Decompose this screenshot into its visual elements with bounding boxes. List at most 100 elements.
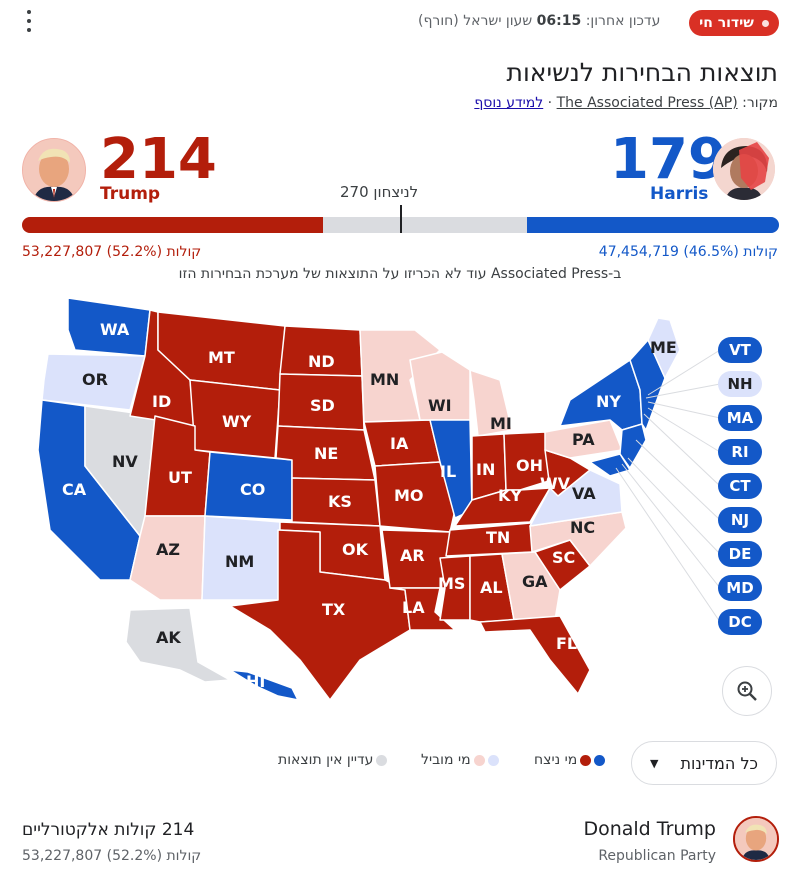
state-label-tx: TX bbox=[322, 600, 346, 619]
bottom-trump-avatar bbox=[733, 816, 779, 862]
state-HI[interactable] bbox=[229, 669, 299, 701]
state-label-nm: NM bbox=[225, 552, 255, 571]
state-pill-de[interactable]: DE bbox=[718, 541, 762, 567]
state-label-id: ID bbox=[152, 392, 172, 411]
state-pill-md[interactable]: MD bbox=[718, 575, 762, 601]
win-threshold-marker bbox=[400, 205, 402, 233]
chevron-down-icon: ▼ bbox=[650, 756, 659, 770]
page-title: תוצאות הבחירות לנשיאות bbox=[506, 58, 778, 87]
state-WA[interactable] bbox=[67, 297, 151, 357]
state-label-ut: UT bbox=[168, 468, 192, 487]
state-label-wi: WI bbox=[428, 396, 452, 415]
state-label-ga: GA bbox=[522, 572, 548, 591]
state-label-az: AZ bbox=[156, 540, 180, 559]
state-pill-nh[interactable]: NH bbox=[718, 371, 762, 397]
state-NJ-block[interactable] bbox=[619, 423, 647, 469]
state-label-fl: FL bbox=[556, 634, 578, 653]
state-AK[interactable] bbox=[125, 607, 231, 683]
state-label-in: IN bbox=[476, 460, 496, 479]
live-label: שידור חי bbox=[699, 15, 754, 31]
states-filter-dropdown[interactable]: ▼ כל המדינות bbox=[631, 741, 777, 785]
state-label-mt: MT bbox=[208, 348, 235, 367]
dropdown-label: כל המדינות bbox=[680, 753, 758, 773]
state-label-ne: NE bbox=[314, 444, 339, 463]
more-options-icon[interactable] bbox=[22, 10, 36, 32]
state-label-sd: SD bbox=[310, 396, 335, 415]
bottom-candidate-party: Republican Party bbox=[598, 848, 716, 864]
state-label-la: LA bbox=[402, 598, 425, 617]
state-label-ar: AR bbox=[400, 546, 425, 565]
state-label-ca: CA bbox=[62, 480, 87, 499]
legend-no-results: עדיין אין תוצאות bbox=[272, 752, 388, 768]
bottom-candidate-name[interactable]: Donald Trump bbox=[583, 818, 716, 840]
state-pill-ct[interactable]: CT bbox=[718, 473, 762, 499]
harris-progress-fill bbox=[527, 217, 779, 233]
state-label-ak: AK bbox=[156, 628, 181, 647]
state-FL[interactable] bbox=[479, 615, 591, 695]
state-label-sc: SC bbox=[552, 548, 576, 567]
state-label-pa: PA bbox=[572, 430, 595, 449]
state-WI[interactable] bbox=[409, 351, 471, 421]
state-TX[interactable] bbox=[229, 529, 411, 701]
harris-electoral-count: 179 bbox=[610, 127, 727, 192]
legend-winner: מי ניצח bbox=[528, 752, 606, 768]
live-badge: שידור חי bbox=[689, 10, 779, 36]
trump-avatar bbox=[22, 138, 86, 202]
state-label-me: ME bbox=[650, 338, 677, 357]
state-pill-dc[interactable]: DC bbox=[718, 609, 762, 635]
state-label-or: OR bbox=[82, 370, 108, 389]
state-MS[interactable] bbox=[439, 555, 471, 621]
state-LA[interactable] bbox=[389, 587, 456, 631]
state-label-ok: OK bbox=[342, 540, 368, 559]
live-dot-icon bbox=[761, 19, 769, 27]
zoom-in-button[interactable] bbox=[722, 666, 772, 716]
state-label-mo: MO bbox=[394, 486, 424, 505]
state-label-wv: WV bbox=[540, 474, 571, 493]
state-pill-ri[interactable]: RI bbox=[718, 439, 762, 465]
trump-electoral-count: 214 bbox=[100, 127, 217, 192]
bottom-popular-vote: 53,227,807 קולות (52.2%) bbox=[22, 848, 202, 864]
state-label-ny: NY bbox=[596, 392, 621, 411]
state-label-il: IL bbox=[440, 462, 457, 481]
state-label-nv: NV bbox=[112, 452, 138, 471]
state-label-mi: MI bbox=[490, 414, 512, 433]
state-label-hi: HI bbox=[246, 672, 266, 691]
state-MO[interactable] bbox=[374, 461, 456, 533]
state-label-oh: OH bbox=[516, 456, 543, 475]
state-MD-block[interactable] bbox=[589, 453, 631, 477]
state-pill-nj[interactable]: NJ bbox=[718, 507, 762, 533]
learn-more-link[interactable]: למידע נוסף bbox=[474, 95, 544, 111]
no-result-swatch bbox=[376, 754, 388, 766]
state-label-ms: MS bbox=[438, 574, 466, 593]
state-OR[interactable] bbox=[41, 353, 146, 411]
last-updated: עדכון אחרון: 06:15 שעון ישראל (חורף) bbox=[418, 13, 661, 29]
ap-note: ב-Associated Press עוד לא הכריזו על התוצ… bbox=[178, 266, 622, 282]
state-pill-vt[interactable]: VT bbox=[718, 337, 762, 363]
source-link[interactable]: The Associated Press (AP) bbox=[556, 95, 738, 111]
harris-name: Harris bbox=[650, 184, 709, 204]
harris-avatar bbox=[713, 138, 775, 200]
state-label-nc: NC bbox=[570, 518, 596, 537]
state-OH[interactable] bbox=[503, 431, 553, 491]
rep-win-swatch bbox=[580, 754, 592, 766]
state-MI[interactable] bbox=[469, 369, 513, 437]
electoral-progress-bar bbox=[22, 217, 779, 233]
state-label-ia: IA bbox=[390, 434, 409, 453]
to-win-label: 270 לניצחון bbox=[340, 183, 419, 201]
state-label-wy: WY bbox=[222, 412, 252, 431]
state-label-al: AL bbox=[480, 578, 503, 597]
state-label-co: CO bbox=[240, 480, 266, 499]
source-line: מקור: The Associated Press (AP) · למידע … bbox=[474, 95, 778, 111]
state-label-wa: WA bbox=[100, 320, 130, 339]
state-ME[interactable] bbox=[647, 317, 681, 379]
bottom-electoral-votes: 214 קולות אלקטורליים bbox=[22, 820, 195, 840]
zoom-in-icon bbox=[737, 681, 757, 701]
state-label-ky: KY bbox=[498, 486, 522, 505]
harris-popular-vote: 47,454,719 קולות (46.5%) bbox=[598, 244, 778, 260]
trump-name: Trump bbox=[100, 184, 161, 204]
state-label-ks: KS bbox=[328, 492, 352, 511]
state-label-tn: TN bbox=[486, 528, 511, 547]
state-pill-ma[interactable]: MA bbox=[718, 405, 762, 431]
rep-lead-swatch bbox=[473, 754, 485, 766]
state-label-mn: MN bbox=[370, 370, 400, 389]
